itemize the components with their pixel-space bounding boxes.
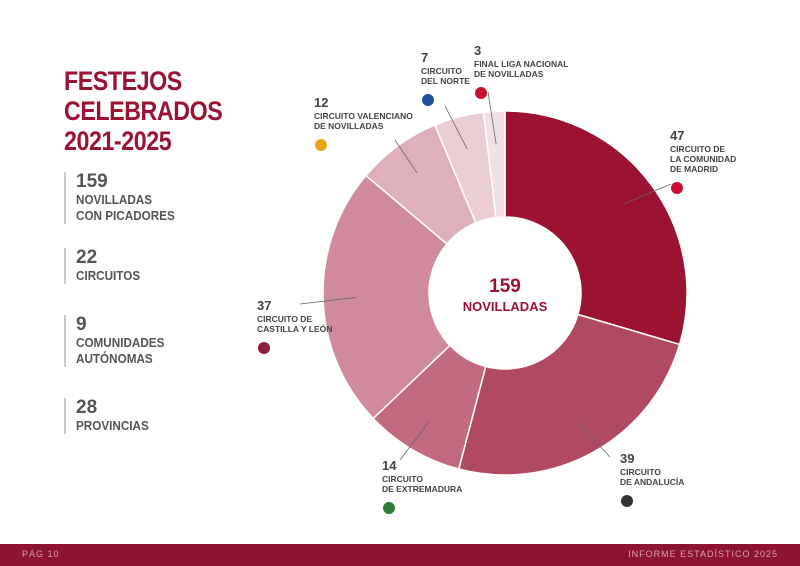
- slice-category-label: CIRCUITO: [620, 467, 661, 477]
- slice-category-label: CIRCUITO: [382, 474, 423, 484]
- liga-nacional-logo-icon: [475, 87, 487, 99]
- title-line-1: FESTEJOS: [64, 66, 182, 96]
- stat-label: COMUNIDADES AUTÓNOMAS: [76, 335, 165, 366]
- slice-value-label: 12: [314, 95, 328, 110]
- slice-category-label: DEL NORTE: [421, 76, 470, 86]
- slice-category-label: CASTILLA Y LEÓN: [257, 323, 332, 334]
- valenciano-logo-icon: [315, 139, 327, 151]
- stat-value: 28: [76, 397, 98, 418]
- stat-label: NOVILLADAS CON PICADORES: [76, 192, 175, 223]
- leader-line: [299, 297, 357, 305]
- leader-line: [394, 139, 418, 174]
- slice-value-label: 37: [257, 298, 271, 313]
- title-line-2: CELEBRADOS: [64, 96, 223, 126]
- stat-label: PROVINCIAS: [76, 418, 149, 433]
- norte-logo-icon: [422, 94, 434, 106]
- castilla-leon-logo-icon: [258, 342, 270, 354]
- center-value: 159: [489, 276, 521, 297]
- slice-value-label: 7: [421, 50, 428, 65]
- center-label: NOVILLADAS: [463, 299, 548, 314]
- andalucia-logo-icon: [621, 495, 633, 507]
- stat-label: CIRCUITOS: [76, 268, 141, 283]
- report-name: INFORME ESTADÍSTICO 2025: [628, 549, 778, 559]
- stat-value: 22: [76, 247, 98, 268]
- donut-hole: [429, 217, 581, 369]
- leader-line: [577, 422, 611, 458]
- slice-category-label: DE EXTREMADURA: [382, 484, 462, 494]
- slice-category-label: CIRCUITO: [421, 66, 462, 76]
- slice-value-label: 39: [620, 451, 634, 466]
- slice-category-label: CIRCUITO DE: [257, 314, 312, 324]
- slice-category-label: DE MADRID: [670, 164, 718, 174]
- stat-comunidades: 9 COMUNIDADES AUTÓNOMAS: [64, 315, 174, 367]
- stat-value: 159: [76, 171, 108, 192]
- footer-bar: PÁG 10 INFORME ESTADÍSTICO 2025: [0, 544, 800, 566]
- stat-value: 9: [76, 314, 87, 335]
- slice-category-label: DE NOVILLADAS: [314, 121, 384, 131]
- slice-value-label: 3: [474, 43, 481, 58]
- stat-circuitos: 22 CIRCUITOS: [64, 248, 147, 284]
- slice-category-label: CIRCUITO VALENCIANO: [314, 111, 413, 121]
- leader-line: [487, 91, 497, 145]
- leader-line: [399, 421, 430, 461]
- slice-category-label: LA COMUNIDAD: [670, 154, 736, 164]
- extremadura-logo-icon: [383, 502, 395, 514]
- slice-category-label: CIRCUITO DE: [670, 144, 725, 154]
- leader-line: [444, 105, 468, 150]
- slice-value-label: 47: [670, 128, 684, 143]
- stat-provincias: 28 PROVINCIAS: [64, 398, 157, 434]
- slice-category-label: DE NOVILLADAS: [474, 69, 544, 79]
- leader-line: [624, 183, 672, 205]
- slice-category-label: FINAL LIGA NACIONAL: [474, 59, 568, 69]
- slice-value-label: 14: [382, 458, 397, 473]
- title-line-3: 2021-2025: [64, 126, 172, 156]
- slice-category-label: DE ANDALUCÍA: [620, 477, 684, 487]
- madrid-logo-icon: [671, 182, 683, 194]
- page-title: FESTEJOS CELEBRADOS 2021-2025: [64, 66, 223, 156]
- stat-novilladas: 159 NOVILLADAS CON PICADORES: [64, 172, 186, 224]
- page-number: PÁG 10: [22, 549, 60, 559]
